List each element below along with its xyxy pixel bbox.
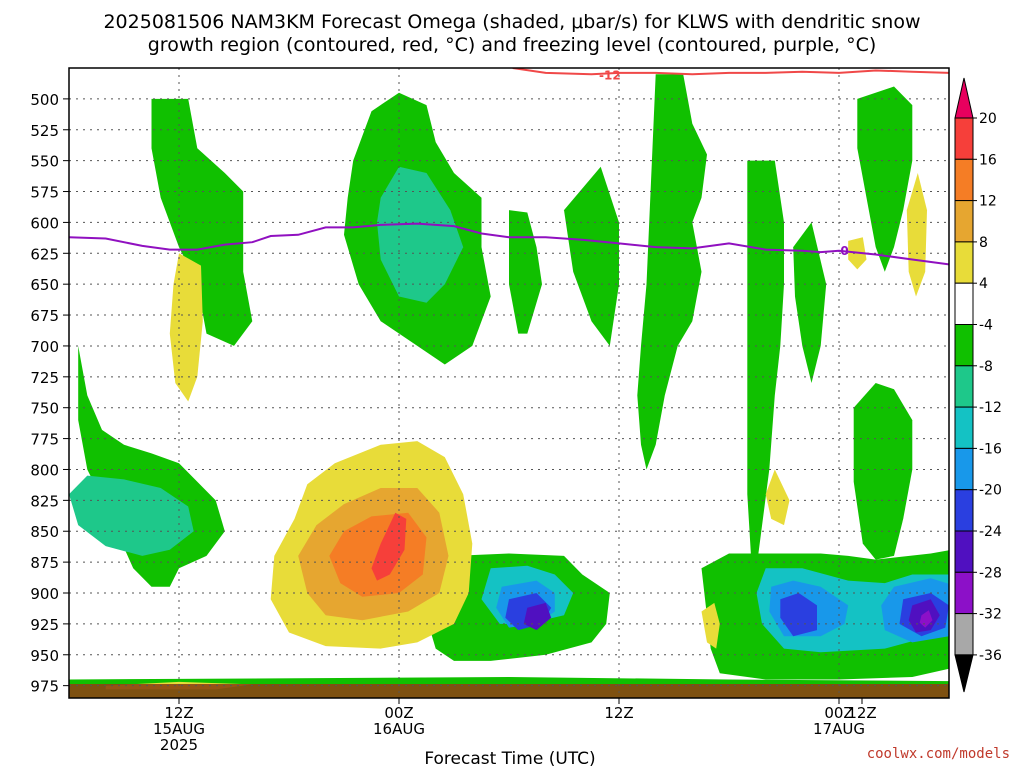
omega-region-36 <box>765 469 790 526</box>
colorbar-segment-11 <box>954 530 974 573</box>
y-tick-label-925: 925 <box>30 616 59 634</box>
omega-region-8 <box>793 222 827 383</box>
x-tick-label-12-1: 12Z <box>164 704 193 722</box>
omega-region-11 <box>857 86 913 272</box>
colorbar-label-5: -4 <box>979 318 993 334</box>
omega-region-10 <box>853 383 913 560</box>
colorbar-label-7: -12 <box>979 400 1002 416</box>
x-tick-label-12-2: 15AUG <box>153 720 205 738</box>
colorbar-segment-1 <box>954 117 974 160</box>
colorbar-segment-6 <box>954 324 974 367</box>
pressure-axis: 500 525 550 575 600 625 650 675 700 725 750 775 800 8… <box>30 91 69 696</box>
omega-region-27 <box>780 593 817 637</box>
colorbar-label-0: 20 <box>979 111 997 127</box>
x-tick-label-24-2: 16AUG <box>373 720 425 738</box>
y-tick-label-625: 625 <box>30 245 59 263</box>
colorbar-segment-5 <box>954 282 974 326</box>
dgz-contour-line <box>512 68 949 76</box>
colorbar-segment-13 <box>954 613 974 656</box>
omega-region-35 <box>701 602 720 649</box>
freezing-level-contour-line <box>69 222 949 266</box>
colorbar-label-12: -32 <box>979 607 1002 623</box>
x-tick-label-48-2: 17AUG <box>813 720 865 738</box>
colorbar-label-3: 8 <box>979 235 988 251</box>
colorbar-segment-8 <box>954 406 974 449</box>
colorbar-segment-4 <box>954 241 974 284</box>
colorbar-segment-2 <box>954 158 974 202</box>
colorbar-label-11: -28 <box>979 565 1002 581</box>
y-tick-label-500: 500 <box>30 91 59 109</box>
omega-region-18 <box>69 475 194 556</box>
plot-frame <box>68 67 950 699</box>
x-tick-label-60-1: 12Z <box>847 704 876 722</box>
y-tick-label-975: 975 <box>30 678 59 696</box>
omega-region-38 <box>906 173 927 297</box>
y-tick-label-675: 675 <box>30 307 59 325</box>
colorbar-label-6: -8 <box>979 359 993 375</box>
omega-region-31 <box>919 610 933 628</box>
y-tick-label-550: 550 <box>30 153 59 171</box>
credit-text: coolwx.com/models <box>867 746 1010 762</box>
colorbar-label-2: 12 <box>979 194 997 210</box>
y-tick-label-525: 525 <box>30 122 59 140</box>
y-tick-label-800: 800 <box>30 461 59 479</box>
colorbar-label-8: -16 <box>979 441 1002 457</box>
colorbar-bottom-triangle <box>954 654 974 693</box>
x-tick-label-12-3: 2025 <box>160 736 198 754</box>
omega-region-7 <box>747 160 784 569</box>
colorbar-segment-3 <box>954 200 974 243</box>
omega-region-5 <box>564 166 619 346</box>
colorbar-label-1: 16 <box>979 152 997 168</box>
omega-region-29 <box>523 602 552 631</box>
x-tick-label-24-1: 00Z <box>384 704 413 722</box>
omega-shading <box>69 74 1024 698</box>
y-tick-label-850: 850 <box>30 523 59 541</box>
x-tick-label-36-1: 12Z <box>604 704 633 722</box>
omega-region-6 <box>637 74 707 470</box>
y-tick-label-775: 775 <box>30 431 59 449</box>
omega-region-13 <box>1004 284 1024 556</box>
y-tick-label-600: 600 <box>30 214 59 232</box>
chart-title-line2: growth region (contoured, red, °C) and f… <box>148 34 877 56</box>
x-tick-label-48-1: 00Z <box>824 704 853 722</box>
y-tick-label-575: 575 <box>30 184 59 202</box>
omega-region-42 <box>371 512 407 581</box>
gridlines <box>69 68 949 698</box>
colorbar-segment-10 <box>954 489 974 532</box>
y-tick-label-725: 725 <box>30 369 59 387</box>
dgz-contour-label-1: -12 <box>997 73 1019 87</box>
colorbar-label-10: -24 <box>979 524 1002 540</box>
omega-region-4 <box>509 210 542 334</box>
ground-surface-band <box>69 684 949 698</box>
omega-region-33 <box>169 253 203 402</box>
colorbar-segment-7 <box>954 365 974 408</box>
colorbar-label-13: -36 <box>979 648 1002 664</box>
temperature-contours: -12 -12 0 <box>69 68 1019 266</box>
y-tick-label-950: 950 <box>30 647 59 665</box>
colorbar-segment-12 <box>954 571 974 615</box>
colorbar-label-4: 4 <box>979 276 988 292</box>
y-tick-label-700: 700 <box>30 338 59 356</box>
omega-region-1 <box>151 98 253 346</box>
y-tick-label-750: 750 <box>30 400 59 418</box>
omega-region-19 <box>377 166 464 303</box>
colorbar-label-9: -20 <box>979 483 1002 499</box>
chart-title-line1: 2025081506 NAM3KM Forecast Omega (shaded… <box>103 11 920 33</box>
omega-colorbar: 20 16 12 8 4 -4 -8 -12 -16 -20 -24 -28 -32 -36 <box>954 77 1002 693</box>
colorbar-top-triangle <box>954 77 974 119</box>
x-axis-label: Forecast Time (UTC) <box>424 749 595 768</box>
dgz-contour-label-0: -12 <box>599 68 621 82</box>
y-tick-label-825: 825 <box>30 492 59 510</box>
freezing-level-contour-label-0: 0 <box>840 244 848 258</box>
y-tick-label-875: 875 <box>30 554 59 572</box>
colorbar-segment-9 <box>954 447 974 491</box>
y-tick-label-900: 900 <box>30 585 59 603</box>
y-tick-label-650: 650 <box>30 276 59 294</box>
